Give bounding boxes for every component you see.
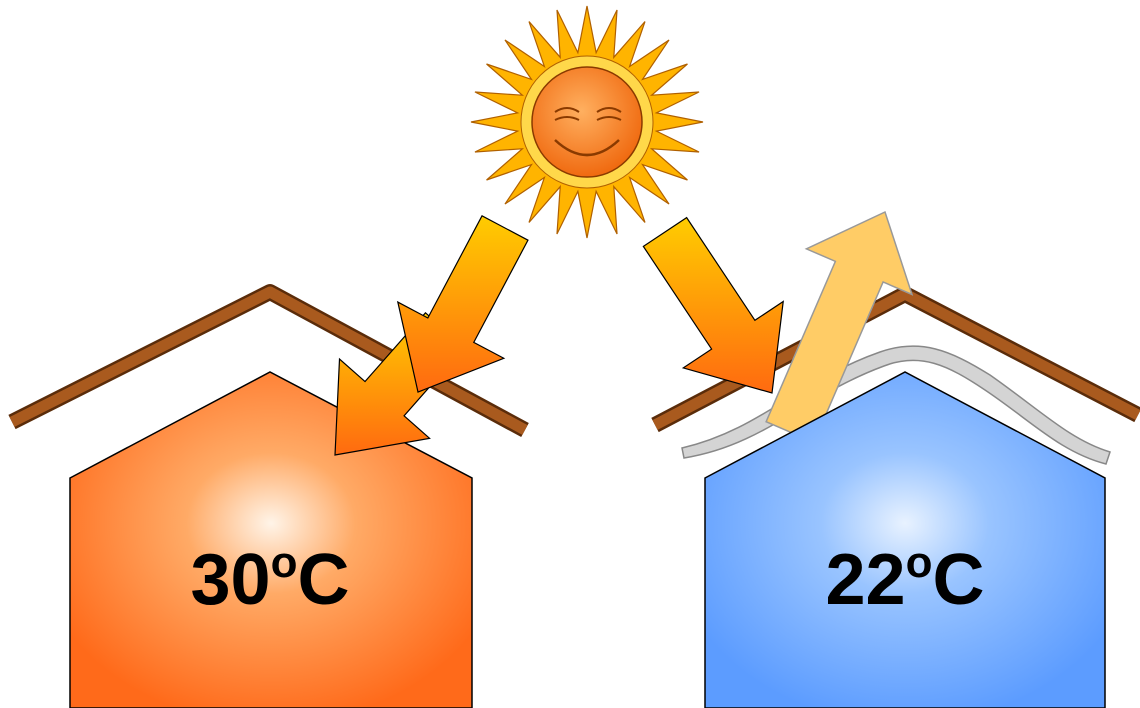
sun <box>470 5 704 239</box>
roof <box>9 286 528 435</box>
insulation <box>681 345 1111 465</box>
heat-arrow <box>396 215 529 393</box>
unit: C <box>932 540 984 620</box>
temperature-label: 30oC <box>191 538 350 620</box>
reflected-arrow <box>765 210 914 444</box>
house-cool <box>704 371 1106 708</box>
unit: C <box>297 540 349 620</box>
temperature-value: 30 <box>191 540 271 620</box>
house-hot <box>69 371 473 708</box>
temperature-value: 22 <box>826 540 906 620</box>
degree-mark: o <box>906 538 933 587</box>
degree-mark: o <box>271 538 298 587</box>
temperature-label: 22oC <box>826 538 985 620</box>
heat-arrow <box>642 216 784 394</box>
